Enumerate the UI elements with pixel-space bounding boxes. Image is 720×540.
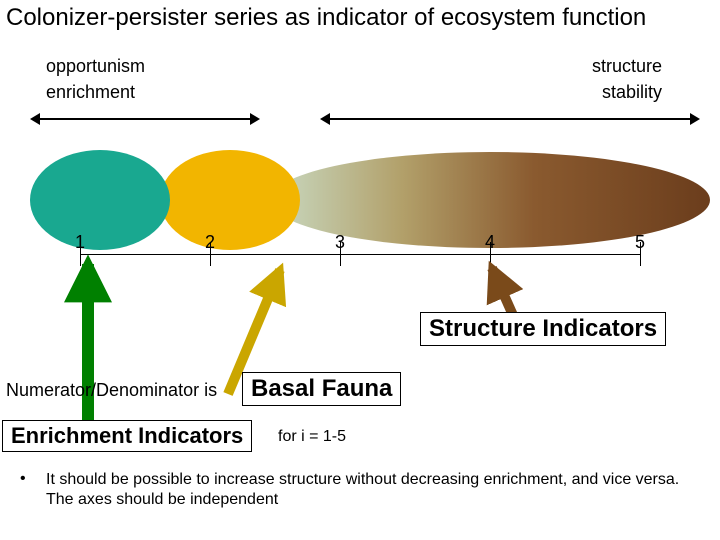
ticklabel-2: 2 <box>205 232 215 253</box>
bullet-marker: • <box>20 470 26 488</box>
ticklabel-1: 1 <box>75 232 85 253</box>
scale-axis <box>80 254 640 255</box>
text-numerator: Numerator/Denominator is <box>6 380 217 401</box>
double-arrow-left <box>40 118 250 120</box>
text-for-i: for i = 1-5 <box>278 428 346 446</box>
box-enrichment-indicators: Enrichment Indicators <box>2 420 252 452</box>
box-structure-indicators: Structure Indicators <box>420 312 666 346</box>
teal-oval <box>30 150 170 250</box>
box-basal-fauna: Basal Fauna <box>242 372 401 406</box>
label-opportunism: opportunism <box>46 56 145 77</box>
label-structure: structure <box>592 56 662 77</box>
bullet-text: It should be possible to increase struct… <box>46 470 696 510</box>
arrow-layer <box>0 0 720 540</box>
slide-stage: Colonizer-persister series as indicator … <box>0 0 720 540</box>
double-arrow-right <box>330 118 690 120</box>
gold-oval <box>160 150 300 250</box>
ticklabel-3: 3 <box>335 232 345 253</box>
ticklabel-4: 4 <box>485 232 495 253</box>
ticklabel-5: 5 <box>635 232 645 253</box>
label-enrichment: enrichment <box>46 82 135 103</box>
label-stability: stability <box>602 82 662 103</box>
page-title: Colonizer-persister series as indicator … <box>6 4 646 32</box>
